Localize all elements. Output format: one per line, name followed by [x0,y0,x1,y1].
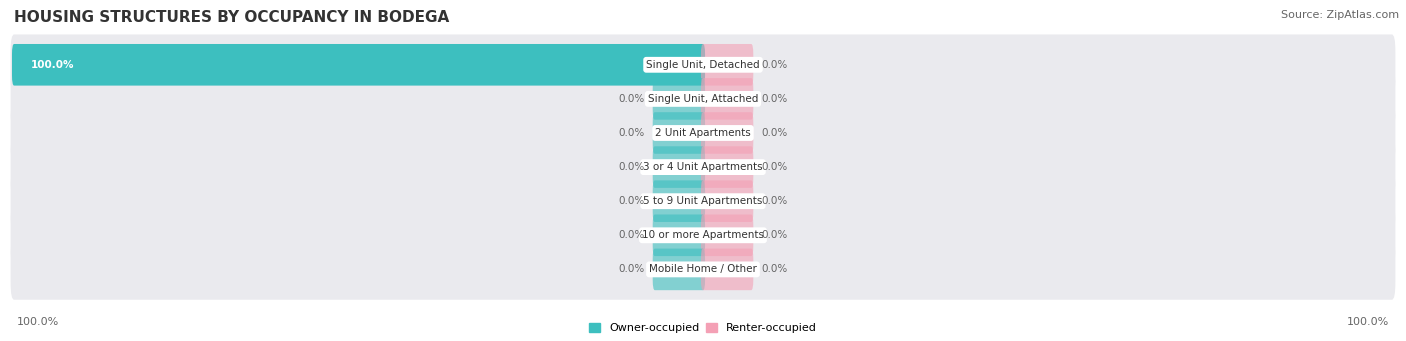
Text: HOUSING STRUCTURES BY OCCUPANCY IN BODEGA: HOUSING STRUCTURES BY OCCUPANCY IN BODEG… [14,10,450,25]
Legend: Owner-occupied, Renter-occupied: Owner-occupied, Renter-occupied [589,323,817,333]
Text: 0.0%: 0.0% [762,196,787,206]
FancyBboxPatch shape [652,180,704,222]
FancyBboxPatch shape [11,137,1395,197]
Text: 100.0%: 100.0% [1347,317,1389,327]
FancyBboxPatch shape [702,146,754,188]
FancyBboxPatch shape [702,44,754,86]
Text: 5 to 9 Unit Apartments: 5 to 9 Unit Apartments [644,196,762,206]
Text: 0.0%: 0.0% [619,128,644,138]
Text: Single Unit, Attached: Single Unit, Attached [648,94,758,104]
FancyBboxPatch shape [11,205,1395,266]
Text: 0.0%: 0.0% [619,94,644,104]
Text: 100.0%: 100.0% [17,317,59,327]
FancyBboxPatch shape [652,112,704,154]
Text: 0.0%: 0.0% [762,264,787,275]
Text: 0.0%: 0.0% [619,264,644,275]
Text: 0.0%: 0.0% [762,230,787,240]
FancyBboxPatch shape [11,239,1395,300]
Text: 0.0%: 0.0% [762,128,787,138]
FancyBboxPatch shape [702,180,754,222]
FancyBboxPatch shape [11,103,1395,163]
Text: 0.0%: 0.0% [619,196,644,206]
FancyBboxPatch shape [652,214,704,256]
Text: 0.0%: 0.0% [619,230,644,240]
Text: 2 Unit Apartments: 2 Unit Apartments [655,128,751,138]
FancyBboxPatch shape [702,112,754,154]
Text: Single Unit, Detached: Single Unit, Detached [647,60,759,70]
FancyBboxPatch shape [652,249,704,290]
FancyBboxPatch shape [13,44,704,86]
Text: Mobile Home / Other: Mobile Home / Other [650,264,756,275]
Text: 100.0%: 100.0% [31,60,75,70]
Text: 0.0%: 0.0% [762,94,787,104]
Text: 0.0%: 0.0% [619,162,644,172]
FancyBboxPatch shape [702,78,754,120]
Text: 10 or more Apartments: 10 or more Apartments [643,230,763,240]
Text: 0.0%: 0.0% [762,162,787,172]
FancyBboxPatch shape [11,34,1395,95]
Text: Source: ZipAtlas.com: Source: ZipAtlas.com [1281,10,1399,20]
FancyBboxPatch shape [11,69,1395,129]
FancyBboxPatch shape [702,249,754,290]
FancyBboxPatch shape [11,171,1395,232]
FancyBboxPatch shape [702,214,754,256]
Text: 0.0%: 0.0% [762,60,787,70]
FancyBboxPatch shape [652,78,704,120]
FancyBboxPatch shape [652,146,704,188]
Text: 3 or 4 Unit Apartments: 3 or 4 Unit Apartments [643,162,763,172]
